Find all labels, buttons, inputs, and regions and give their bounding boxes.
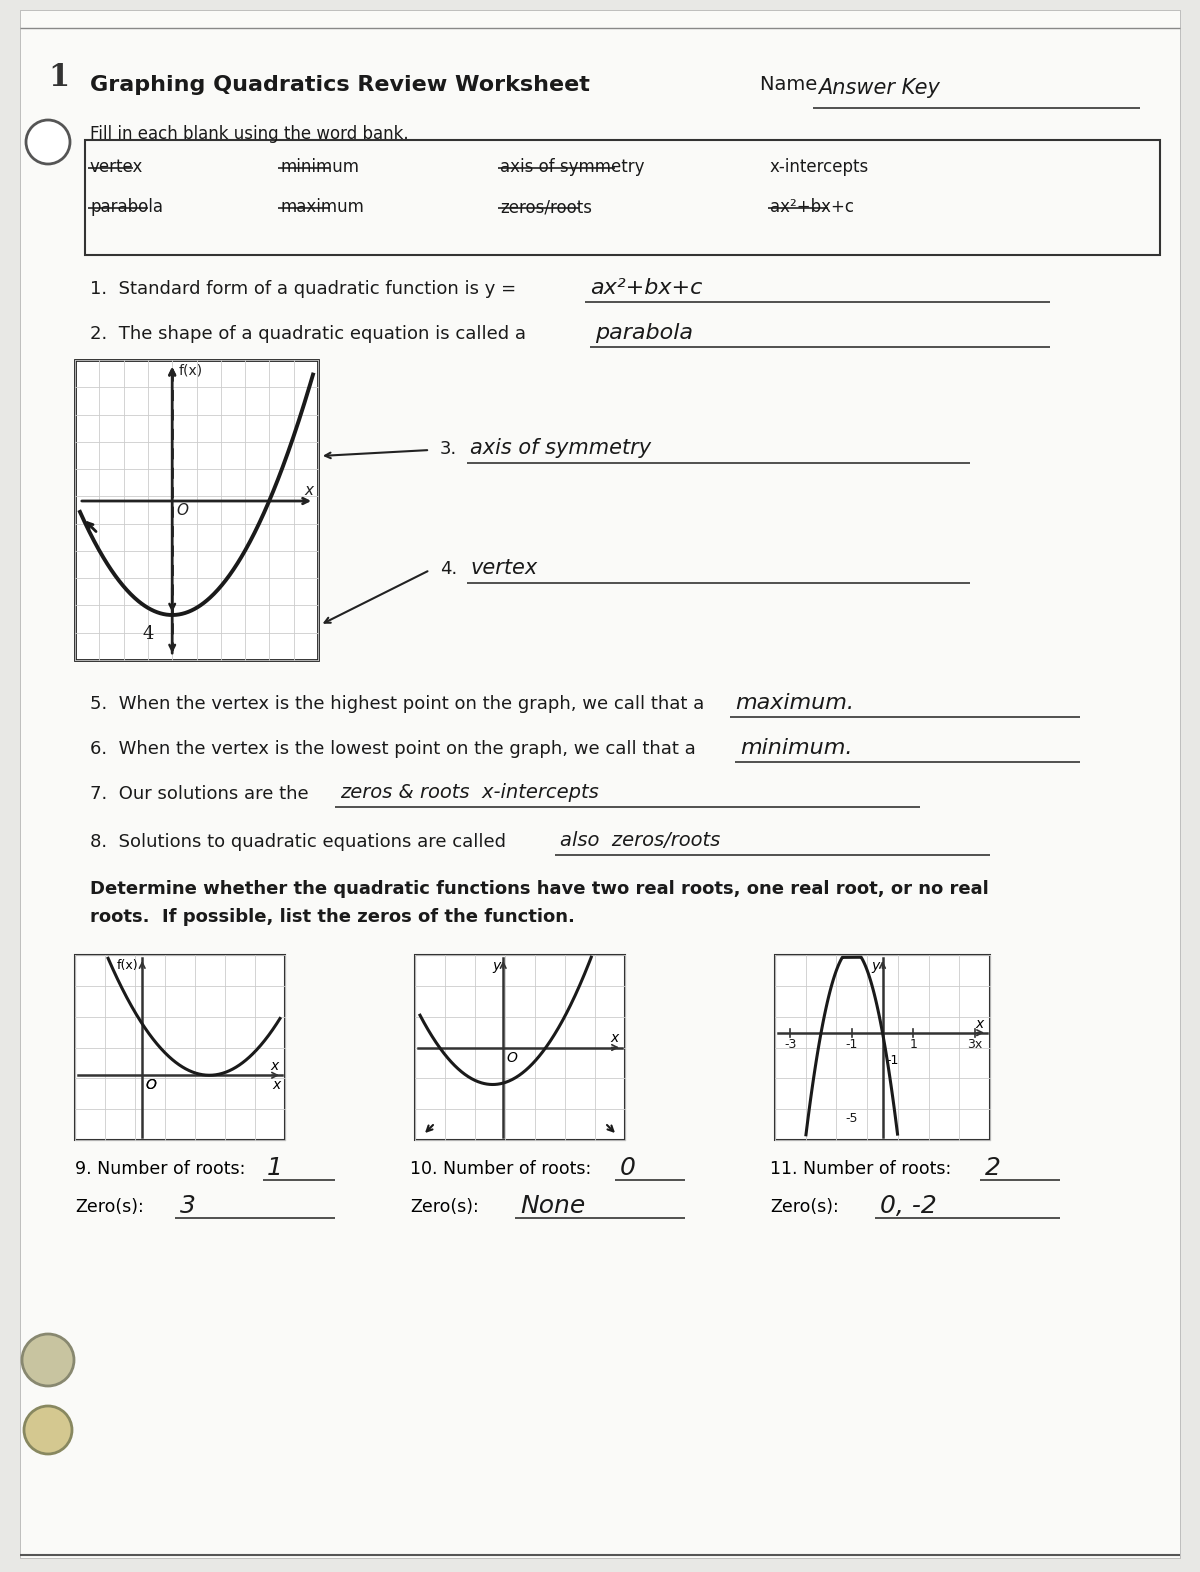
Text: zeros & roots  x-intercepts: zeros & roots x-intercepts	[340, 783, 599, 802]
Text: maximum.: maximum.	[734, 693, 854, 714]
Text: ax²+bx+c: ax²+bx+c	[590, 278, 702, 299]
Text: 11. Number of roots:: 11. Number of roots:	[770, 1160, 952, 1177]
Text: Name: Name	[760, 75, 823, 94]
Text: parabola: parabola	[90, 198, 163, 215]
FancyBboxPatch shape	[85, 140, 1160, 255]
Text: minimum.: minimum.	[740, 737, 852, 758]
Text: also  zeros/roots: also zeros/roots	[560, 832, 720, 850]
Text: 1: 1	[48, 61, 70, 93]
Text: 0: 0	[620, 1155, 636, 1181]
Text: 2: 2	[985, 1155, 1001, 1181]
Text: O: O	[145, 1078, 156, 1093]
Text: 4: 4	[143, 626, 154, 643]
Text: 0, -2: 0, -2	[880, 1195, 937, 1218]
Text: O: O	[145, 1078, 156, 1093]
Text: 3: 3	[180, 1195, 196, 1218]
Text: 9. Number of roots:: 9. Number of roots:	[74, 1160, 245, 1177]
Text: Zero(s):: Zero(s):	[770, 1198, 839, 1217]
Text: -1: -1	[846, 1038, 858, 1050]
Text: axis of symmetry: axis of symmetry	[500, 159, 644, 176]
Text: minimum: minimum	[280, 159, 359, 176]
Circle shape	[24, 1405, 72, 1454]
Text: axis of symmetry: axis of symmetry	[470, 439, 652, 457]
Text: vertex: vertex	[470, 558, 538, 578]
Text: ax²+bx+c: ax²+bx+c	[770, 198, 854, 215]
Text: vertex: vertex	[90, 159, 143, 176]
Text: x: x	[271, 1060, 278, 1074]
Text: x-intercepts: x-intercepts	[770, 159, 869, 176]
Text: x: x	[976, 1017, 984, 1031]
Text: 10. Number of roots:: 10. Number of roots:	[410, 1160, 592, 1177]
Text: 4.: 4.	[440, 560, 457, 578]
Text: Zero(s):: Zero(s):	[74, 1198, 144, 1217]
FancyBboxPatch shape	[775, 956, 990, 1140]
Text: 3x: 3x	[967, 1038, 983, 1050]
Text: -1: -1	[887, 1055, 899, 1067]
Text: 1: 1	[910, 1038, 917, 1050]
Text: 2.  The shape of a quadratic equation is called a: 2. The shape of a quadratic equation is …	[90, 325, 532, 343]
Text: Answer Key: Answer Key	[818, 79, 940, 97]
Text: Zero(s):: Zero(s):	[410, 1198, 479, 1217]
Text: O: O	[176, 503, 188, 519]
Text: 7.  Our solutions are the: 7. Our solutions are the	[90, 784, 314, 803]
FancyBboxPatch shape	[74, 956, 286, 1140]
FancyBboxPatch shape	[74, 360, 318, 660]
Text: f(x): f(x)	[178, 365, 203, 377]
Text: 5.  When the vertex is the highest point on the graph, we call that a: 5. When the vertex is the highest point …	[90, 695, 710, 714]
Text: Graphing Quadratics Review Worksheet: Graphing Quadratics Review Worksheet	[90, 75, 590, 94]
FancyBboxPatch shape	[415, 956, 625, 1140]
Text: 6.  When the vertex is the lowest point on the graph, we call that a: 6. When the vertex is the lowest point o…	[90, 740, 702, 758]
Circle shape	[22, 1335, 74, 1387]
Text: 3.: 3.	[440, 440, 457, 457]
Text: -5: -5	[846, 1111, 858, 1124]
Text: None: None	[520, 1195, 586, 1218]
Text: 1: 1	[266, 1155, 283, 1181]
Text: f(x): f(x)	[116, 959, 138, 971]
Text: x: x	[272, 1078, 281, 1093]
FancyBboxPatch shape	[20, 9, 1180, 1558]
Text: Determine whether the quadratic functions have two real roots, one real root, or: Determine whether the quadratic function…	[90, 880, 989, 898]
Text: roots.  If possible, list the zeros of the function.: roots. If possible, list the zeros of th…	[90, 909, 575, 926]
Text: y: y	[871, 959, 880, 973]
Text: parabola: parabola	[595, 322, 694, 343]
Text: -3: -3	[784, 1038, 797, 1050]
Text: 8.  Solutions to quadratic equations are called: 8. Solutions to quadratic equations are …	[90, 833, 511, 850]
Text: maximum: maximum	[280, 198, 364, 215]
Text: x: x	[611, 1031, 619, 1045]
Text: y: y	[492, 959, 500, 973]
Text: Fill in each blank using the word bank.: Fill in each blank using the word bank.	[90, 126, 409, 143]
Text: zeros/roots: zeros/roots	[500, 198, 592, 215]
Text: O: O	[506, 1050, 517, 1064]
Circle shape	[26, 119, 70, 163]
Text: x: x	[304, 483, 313, 498]
Text: 1.  Standard form of a quadratic function is y =: 1. Standard form of a quadratic function…	[90, 280, 522, 299]
